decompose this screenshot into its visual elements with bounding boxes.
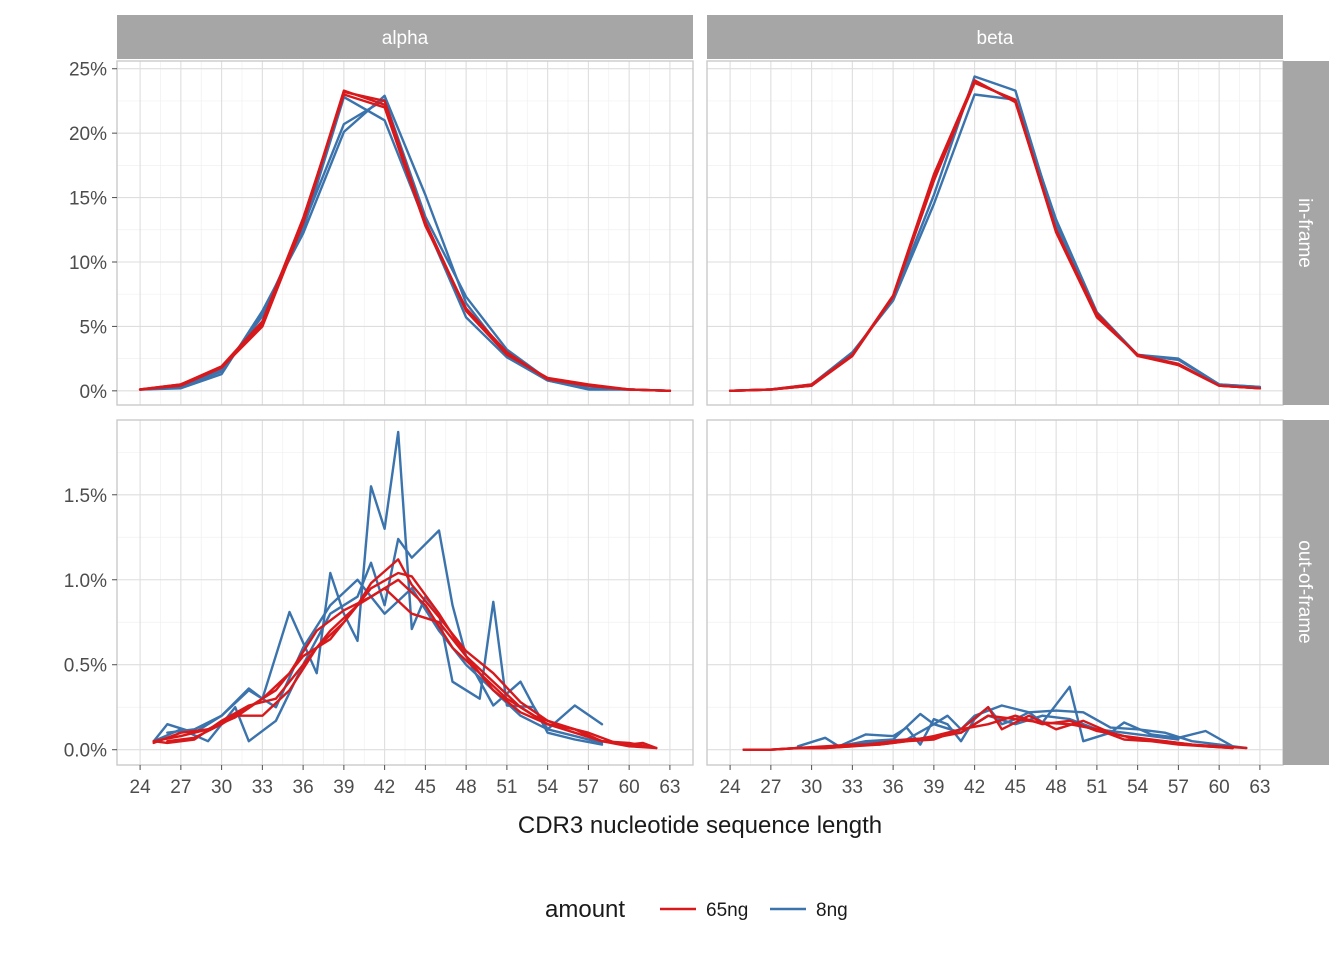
x-tick-label: 39 (923, 777, 944, 798)
x-tick-label: 63 (659, 777, 680, 798)
x-tick-label: 57 (1168, 777, 1189, 798)
x-tick-label: 24 (130, 777, 152, 798)
x-tick-label: 42 (374, 777, 395, 798)
facet-strips: alpha beta in-frame out-of-frame (117, 15, 1329, 765)
x-tick-label: 33 (842, 777, 863, 798)
x-tick-label: 39 (333, 777, 354, 798)
x-tick-label: 63 (1249, 777, 1270, 798)
y-tick-label: 0% (80, 382, 108, 403)
x-tick-label: 48 (1046, 777, 1067, 798)
series-line-65ng (166, 587, 658, 750)
legend-title: amount (545, 896, 625, 923)
legend-label-8ng: 8ng (816, 900, 848, 921)
chart-panels (116, 60, 1284, 766)
strip-right-out-of-frame (1283, 420, 1329, 765)
strip-label-beta: beta (977, 28, 1014, 49)
x-tick-label: 27 (760, 777, 781, 798)
panel-alpha-out-of-frame (116, 419, 694, 766)
axes: 0% 5% 10% 15% 20% 25% 0.0% 0.5% 1.0% 1.5% 24 27 30 33… (64, 60, 1271, 798)
series-line-65ng (138, 89, 672, 392)
y-tick-label: 15% (69, 189, 107, 210)
panel-border (116, 60, 694, 406)
strip-label-alpha: alpha (382, 28, 429, 49)
x-tick-label: 51 (496, 777, 517, 798)
y-tick-label: 1.5% (64, 486, 107, 507)
x-tick-label: 24 (720, 777, 742, 798)
x-tick-label: 45 (1005, 777, 1026, 798)
x-tick-label: 60 (619, 777, 640, 798)
y-tick-label: 10% (69, 253, 107, 274)
strip-label-in-frame: in-frame (1294, 198, 1315, 268)
x-tick-label: 54 (1127, 777, 1149, 798)
x-tick-label: 57 (578, 777, 599, 798)
series-line-8ng (166, 578, 604, 745)
series-line-65ng (742, 714, 1234, 751)
strip-top-alpha (117, 15, 693, 59)
strip-label-out-of-frame: out-of-frame (1294, 540, 1315, 643)
strip-right-in-frame (1283, 61, 1329, 405)
x-axis-title: CDR3 nucleotide sequence length (518, 812, 882, 839)
y-tick-label: 0.5% (64, 656, 107, 677)
x-tick-label: 30 (801, 777, 822, 798)
x-tick-label: 36 (883, 777, 904, 798)
y-tick-label: 5% (80, 317, 108, 338)
y-tick-label: 1.0% (64, 571, 107, 592)
x-tick-label: 36 (293, 777, 314, 798)
x-tick-label: 51 (1086, 777, 1107, 798)
x-tick-label: 30 (211, 777, 232, 798)
y-tick-label: 0.0% (64, 741, 107, 762)
y-tick-label: 20% (69, 124, 107, 145)
strip-top-beta (707, 15, 1283, 59)
panel-beta-in-frame (706, 60, 1284, 406)
x-tick-label: 45 (415, 777, 436, 798)
x-tick-label: 33 (252, 777, 273, 798)
legend: amount 65ng 8ng (545, 896, 848, 923)
legend-label-65ng: 65ng (706, 900, 748, 921)
panel-beta-out-of-frame (706, 419, 1284, 766)
series-line-65ng (742, 714, 1234, 751)
panel-alpha-in-frame (116, 60, 694, 406)
panel-border (116, 419, 694, 766)
series-line-8ng (152, 529, 604, 746)
y-tick-label: 25% (69, 60, 107, 81)
x-tick-label: 54 (537, 777, 559, 798)
x-tick-label: 42 (964, 777, 985, 798)
series-line-8ng (152, 430, 604, 743)
x-tick-label: 27 (170, 777, 191, 798)
x-tick-label: 48 (456, 777, 477, 798)
series-line-65ng (728, 81, 1262, 392)
x-tick-label: 60 (1209, 777, 1230, 798)
